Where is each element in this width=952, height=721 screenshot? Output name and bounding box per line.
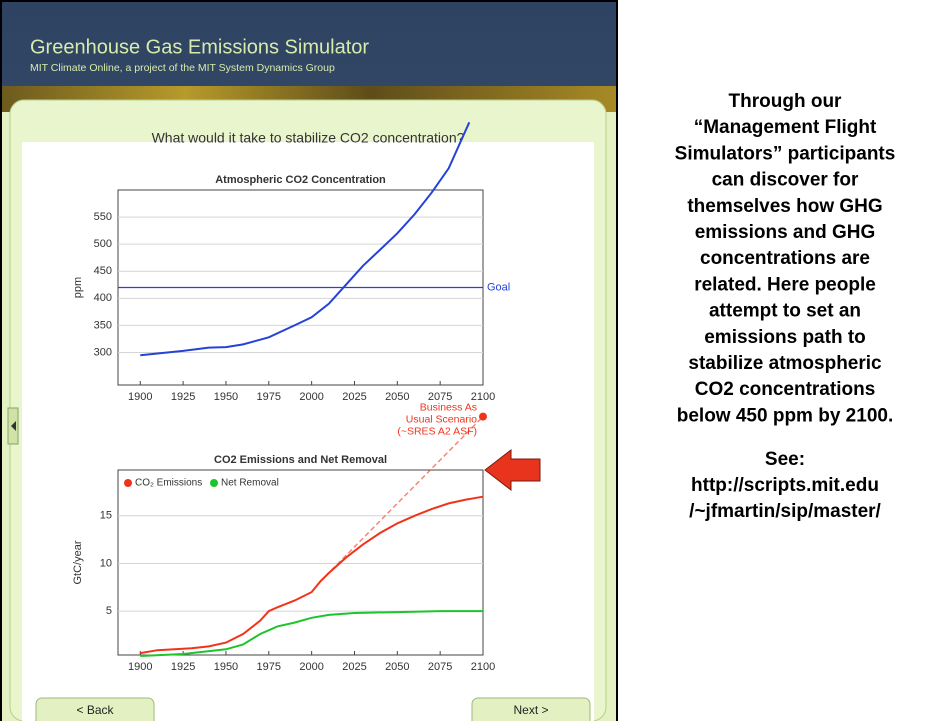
side-tab[interactable] (8, 408, 18, 444)
question: What would it take to stabilize CO2 conc… (152, 130, 465, 146)
legend-marker (124, 479, 132, 487)
x-tick-label: 1950 (214, 661, 238, 673)
page: {"header": {"title": "Greenhouse Gas Emi… (0, 0, 952, 721)
next-button-label[interactable]: Next > (513, 703, 548, 717)
app-subtitle: MIT Climate Online, a project of the MIT… (30, 62, 335, 74)
side-line: concentrations are (700, 248, 870, 269)
side-line: CO2 concentrations (695, 379, 876, 400)
legend-label: Net Removal (221, 478, 279, 489)
side-text: Through our “Management Flight Simulators”… (675, 91, 896, 522)
y-tick-label: 5 (106, 605, 112, 617)
y-tick-label: 550 (94, 211, 112, 223)
x-tick-label: 2050 (385, 661, 409, 673)
chart-title: CO2 Emissions and Net Removal (214, 454, 387, 466)
y-tick-label: 500 (94, 238, 112, 250)
annotation: Usual Scenario (406, 413, 477, 425)
x-tick-label: 2025 (342, 661, 366, 673)
side-line: “Management Flight (694, 117, 877, 138)
app-title: Greenhouse Gas Emissions Simulator (30, 36, 369, 58)
side-line: emissions path to (704, 327, 866, 348)
side-url: http://scripts.mit.edu (691, 475, 879, 496)
y-axis-label: ppm (72, 277, 84, 298)
chart-title: Atmospheric CO2 Concentration (215, 174, 386, 186)
x-tick-label: 2100 (471, 661, 495, 673)
plot-area (118, 470, 483, 655)
x-tick-label: 1900 (128, 661, 152, 673)
x-tick-label: 1950 (214, 391, 238, 403)
side-line: attempt to set an (709, 301, 861, 322)
y-tick-label: 10 (100, 557, 112, 569)
next-button[interactable]: Next > (472, 698, 590, 721)
back-button-label[interactable]: < Back (76, 703, 114, 717)
x-tick-label: 2075 (428, 661, 452, 673)
y-tick-label: 350 (94, 319, 112, 331)
annotation: Business As (420, 401, 477, 413)
annotation: (~SRES A2 ASF) (397, 425, 477, 437)
side-line: below 450 ppm by 2100. (677, 405, 893, 426)
x-tick-label: 2025 (342, 391, 366, 403)
goal-label: Goal (487, 281, 510, 293)
side-line: Through our (729, 91, 843, 112)
legend-marker (210, 479, 218, 487)
legend-label: CO₂ Emissions (135, 478, 202, 489)
side-line: emissions and GHG (695, 222, 876, 243)
x-tick-label: 1900 (128, 391, 152, 403)
side-see: See: (765, 449, 805, 470)
side-url: /~jfmartin/sip/master/ (689, 501, 881, 522)
x-tick-label: 2000 (299, 391, 323, 403)
x-tick-label: 1975 (257, 661, 281, 673)
x-tick-label: 2000 (299, 661, 323, 673)
x-tick-label: 1925 (171, 661, 195, 673)
side-line: stabilize atmospheric (688, 353, 882, 374)
y-tick-label: 450 (94, 265, 112, 277)
side-line: themselves how GHG (687, 196, 882, 217)
x-tick-label: 2050 (385, 391, 409, 403)
back-button[interactable]: < Back (36, 698, 154, 721)
y-tick-label: 400 (94, 292, 112, 304)
x-tick-label: 1925 (171, 391, 195, 403)
y-axis-label: GtC/year (72, 540, 84, 584)
x-tick-label: 1975 (257, 391, 281, 403)
y-tick-label: 300 (94, 346, 112, 358)
side-line: related. Here people (694, 274, 876, 295)
scenario-point (479, 413, 487, 421)
side-line: Simulators” participants (675, 143, 896, 164)
y-tick-label: 15 (100, 510, 112, 522)
side-line: can discover for (712, 170, 859, 191)
slide: Greenhouse Gas Emissions Simulator MIT C… (0, 0, 952, 721)
